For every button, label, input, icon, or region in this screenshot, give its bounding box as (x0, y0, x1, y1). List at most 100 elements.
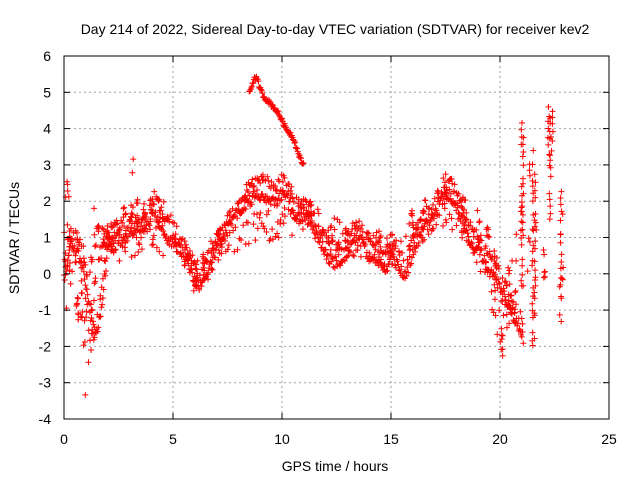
data-point (371, 251, 378, 258)
data-point (463, 209, 470, 216)
data-point (156, 196, 163, 203)
data-point (471, 249, 478, 256)
data-point (557, 239, 564, 246)
data-point (186, 248, 193, 255)
data-point (529, 183, 536, 190)
data-point (158, 204, 165, 211)
data-point (502, 296, 509, 303)
data-point (505, 270, 512, 277)
data-point (508, 298, 515, 305)
data-point (136, 241, 143, 248)
data-point (88, 258, 95, 265)
data-point (62, 271, 69, 278)
data-point (557, 201, 564, 208)
data-point (134, 220, 141, 227)
data-point (287, 187, 294, 194)
data-point (514, 322, 521, 329)
data-point (66, 243, 73, 250)
data-point (461, 222, 468, 229)
data-point (327, 224, 334, 231)
data-point (434, 187, 441, 194)
data-point (279, 115, 285, 122)
data-point (518, 277, 525, 284)
data-point (460, 225, 467, 232)
data-point (513, 231, 520, 238)
data-point (490, 309, 497, 316)
data-point (95, 228, 102, 235)
data-point (549, 114, 556, 121)
data-point (556, 311, 563, 318)
data-point (147, 206, 154, 213)
data-point (476, 218, 483, 225)
data-point (341, 257, 348, 264)
data-point (331, 215, 338, 222)
data-point (393, 237, 400, 244)
data-point (250, 79, 257, 86)
data-point (491, 272, 498, 279)
data-point (155, 219, 162, 226)
data-point (419, 238, 426, 245)
data-point (153, 244, 160, 251)
data-point (99, 295, 106, 302)
data-point (315, 210, 322, 217)
data-point (121, 204, 128, 211)
x-tick-label: 10 (274, 431, 290, 447)
data-point (366, 249, 373, 256)
data-point (379, 250, 386, 257)
data-point (540, 247, 547, 254)
data-point (451, 181, 458, 188)
data-point (503, 311, 510, 318)
data-point (292, 138, 299, 145)
data-point (473, 246, 480, 253)
data-point (398, 238, 405, 245)
data-point (492, 312, 499, 319)
data-point (531, 295, 538, 302)
x-tick-label: 15 (383, 431, 399, 447)
data-point (68, 237, 75, 244)
data-point (189, 269, 196, 276)
data-point (525, 235, 532, 242)
data-point (520, 134, 527, 141)
data-point (549, 138, 556, 144)
data-point (441, 205, 448, 212)
data-point (558, 295, 565, 302)
data-point (182, 241, 189, 248)
data-point (276, 190, 283, 197)
data-point (82, 282, 89, 289)
data-point (545, 125, 552, 132)
data-point (246, 192, 253, 199)
data-point (408, 254, 415, 261)
data-point (529, 307, 536, 314)
data-point (496, 280, 503, 287)
y-tick-label: 0 (43, 266, 51, 282)
data-point (135, 217, 142, 224)
data-point (150, 232, 157, 239)
data-point (331, 226, 338, 233)
data-point (557, 231, 564, 238)
data-point (474, 233, 481, 240)
data-point (272, 233, 279, 240)
data-point (205, 269, 212, 276)
data-point (92, 243, 99, 250)
data-points (61, 73, 567, 398)
data-point (339, 230, 346, 237)
data-point (559, 211, 566, 218)
data-point (545, 141, 552, 148)
data-point (350, 252, 357, 259)
data-point (299, 160, 306, 167)
data-point (425, 231, 432, 238)
data-point (529, 177, 536, 184)
data-point (234, 246, 241, 253)
data-point (545, 103, 552, 110)
data-point (88, 347, 95, 354)
data-point (279, 187, 286, 194)
data-point (275, 234, 282, 241)
data-point (524, 268, 531, 275)
data-point (386, 241, 393, 248)
data-point (181, 246, 188, 253)
data-point (519, 153, 526, 160)
data-point (291, 139, 298, 146)
data-point (374, 239, 381, 246)
data-point (529, 262, 536, 269)
grid (64, 56, 609, 419)
